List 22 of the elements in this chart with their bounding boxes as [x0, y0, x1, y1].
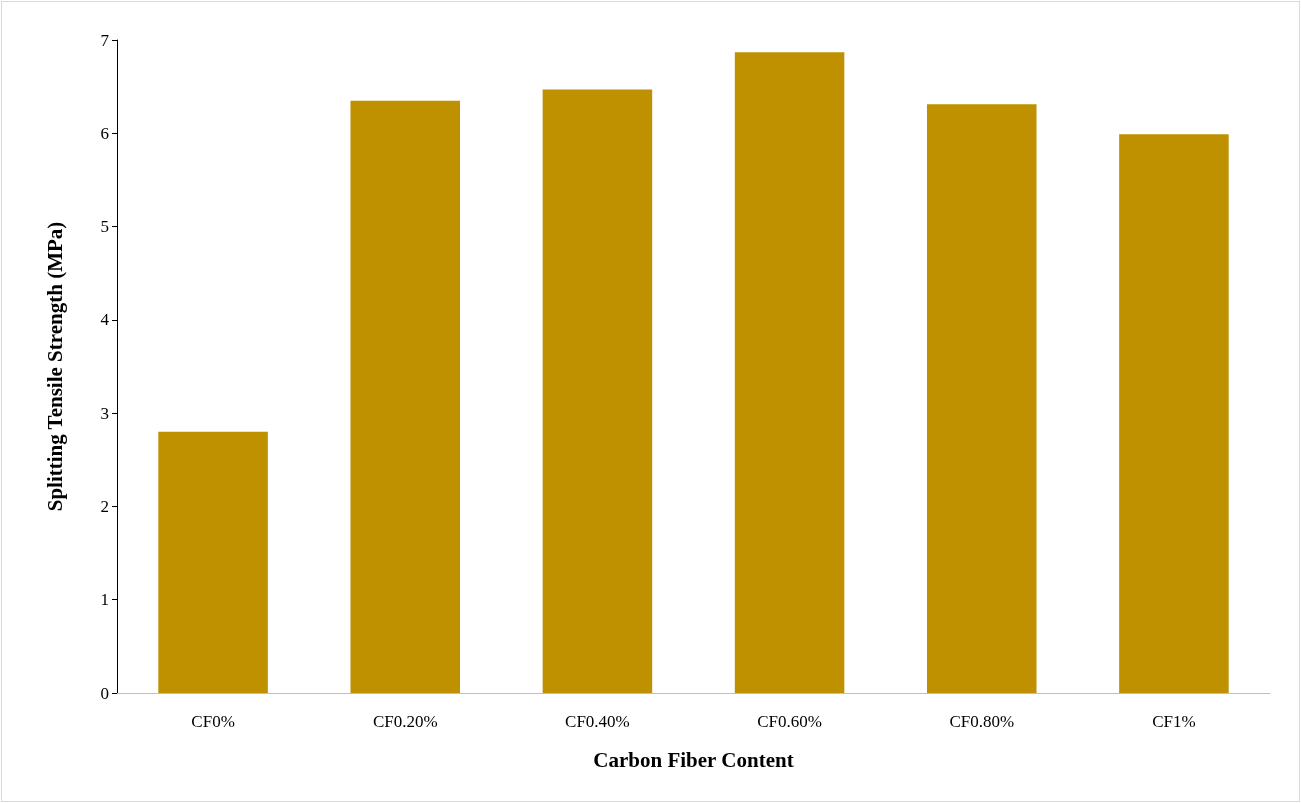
y-tick-label: 7	[100, 30, 110, 50]
x-tick-label: CF0.80%	[949, 712, 1015, 731]
bar	[734, 52, 845, 693]
y-tick-label: 0	[100, 683, 109, 703]
bar	[542, 89, 653, 693]
y-tick-label: 2	[100, 496, 109, 516]
bar	[1119, 134, 1229, 693]
bar	[158, 431, 268, 693]
x-axis-title: Carbon Fiber Content	[593, 747, 794, 772]
y-tick-label: 3	[100, 403, 109, 423]
bar	[926, 104, 1037, 693]
y-tick-label: 1	[100, 590, 109, 610]
x-tick-label: CF1%	[1152, 712, 1196, 731]
y-axis-title: Splitting Tensile Strength (MPa)	[42, 221, 67, 512]
y-tick-label: 4	[100, 310, 110, 330]
x-tick-label: CF0%	[191, 712, 235, 731]
x-tick-label: CF0.20%	[372, 712, 438, 731]
x-tick-label: CF0.60%	[757, 712, 822, 731]
bar	[350, 100, 461, 693]
y-tick-label: 6	[100, 123, 109, 143]
x-tick-label: CF0.40%	[565, 712, 630, 731]
y-tick-label: 5	[100, 217, 109, 237]
